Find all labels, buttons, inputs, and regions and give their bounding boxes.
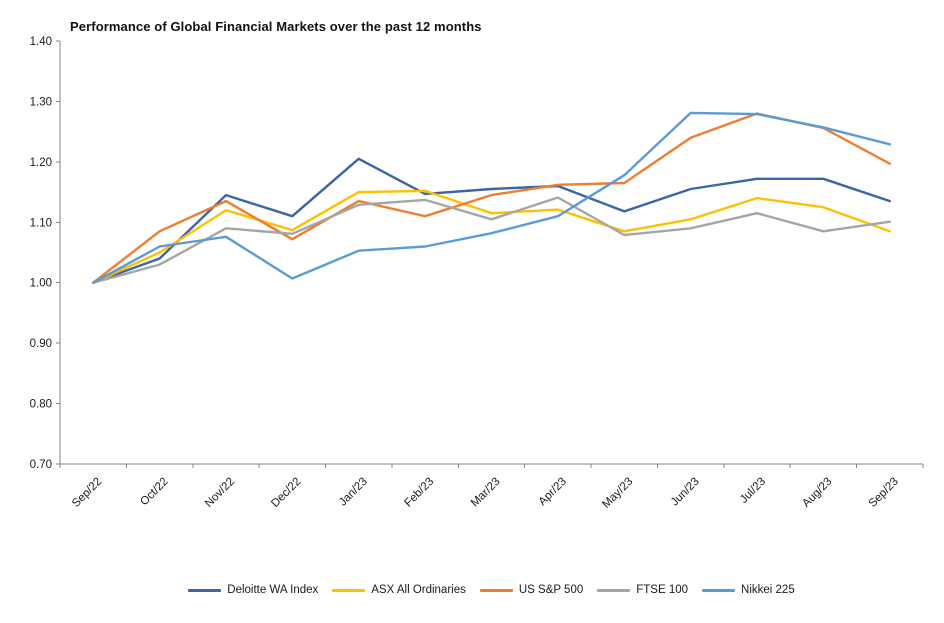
chart-title: Performance of Global Financial Markets … xyxy=(70,19,482,34)
x-tick-label: Jul/23 xyxy=(738,476,768,506)
y-tick-label: 1.00 xyxy=(30,278,52,290)
x-tick-label: Sep/22 xyxy=(70,476,104,510)
series-line-nikkei-225 xyxy=(91,111,891,284)
y-tick-label: 0.80 xyxy=(30,399,52,411)
y-tick-label: 0.90 xyxy=(30,338,52,350)
y-tick-label: 1.20 xyxy=(30,157,52,169)
legend-label: Deloitte WA Index xyxy=(227,584,319,596)
legend-item-nikkei-225: Nikkei 225 xyxy=(702,584,795,596)
legend-item-us-s-p-500: US S&P 500 xyxy=(479,584,584,596)
legend-line-swatch xyxy=(479,588,513,592)
legend-line-swatch xyxy=(597,588,631,592)
y-tick-label: 1.40 xyxy=(30,36,52,48)
axis-lines xyxy=(59,41,923,465)
legend-line-swatch xyxy=(702,588,736,592)
legend-line-swatch xyxy=(332,588,366,592)
y-tick-label: 0.70 xyxy=(30,459,52,471)
x-tick-label: May/23 xyxy=(600,476,635,511)
legend-label: Nikkei 225 xyxy=(741,584,795,596)
chart-legend: Deloitte WA Index ASX All Ordinaries US S&… xyxy=(60,584,923,596)
legend-label: FTSE 100 xyxy=(636,584,689,596)
series-line-deloitte-wa-index xyxy=(91,157,891,284)
x-tick-label: Oct/22 xyxy=(138,476,170,508)
y-tick-label: 1.10 xyxy=(30,217,52,229)
x-tick-label: Mar/23 xyxy=(469,476,503,510)
x-tick-label: Apr/23 xyxy=(537,476,569,508)
x-tick-label: Dec/22 xyxy=(269,476,303,510)
legend-label: US S&P 500 xyxy=(518,584,584,596)
line-chart: 0.70 0.80 0.90 1.00 1.10 1.20 1.30 1.40 Sep/22 Oc… xyxy=(30,36,924,511)
x-tick-label: Feb/23 xyxy=(402,476,436,510)
x-tick-label: Jun/23 xyxy=(669,476,702,509)
legend-line-swatch xyxy=(188,588,222,592)
x-tick-label: Sep/23 xyxy=(867,476,901,510)
legend-item-asx-all-ordinaries: ASX All Ordinaries xyxy=(332,584,466,596)
x-tick-label: Jan/23 xyxy=(337,476,370,509)
legend-item-ftse-100: FTSE 100 xyxy=(597,584,688,596)
series-line-ftse-100 xyxy=(91,196,891,284)
y-tick-label: 1.30 xyxy=(30,96,52,108)
series-line-us-s-p-500 xyxy=(91,112,891,284)
legend-item-deloitte-wa-index: Deloitte WA Index xyxy=(188,584,318,596)
series-line-asx-all-ordinaries xyxy=(91,189,891,284)
x-tick-label: Nov/22 xyxy=(203,476,237,510)
legend-label: ASX All Ordinaries xyxy=(371,584,466,596)
x-tick-label: Aug/23 xyxy=(800,476,834,510)
